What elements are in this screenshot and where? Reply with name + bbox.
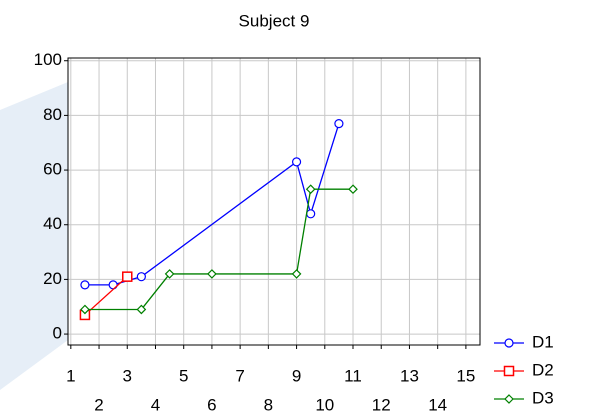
x-tick-label: 1 (66, 366, 75, 385)
marker (306, 209, 316, 219)
x-tick-label: 2 (94, 395, 103, 414)
marker (122, 271, 133, 282)
x-tick-label: 13 (400, 366, 419, 385)
y-tick-label: 40 (43, 214, 62, 233)
marker (80, 304, 90, 315)
marker (80, 280, 90, 290)
marker (305, 184, 316, 195)
plot-area (68, 58, 480, 345)
marker (348, 184, 358, 195)
marker (136, 272, 146, 282)
x-tick-label: 14 (428, 395, 447, 414)
chart-title: Subject 9 (239, 11, 310, 30)
series-line (84, 276, 128, 316)
y-tick-label: 20 (43, 269, 62, 288)
marker (504, 394, 514, 404)
x-tick-label: 9 (292, 366, 301, 385)
x-tick-label: 15 (456, 366, 475, 385)
legend-label: D3 (532, 388, 554, 407)
marker (503, 365, 515, 377)
y-tick-label: 80 (43, 105, 62, 124)
marker (207, 269, 217, 279)
y-tick-label: 60 (43, 160, 62, 179)
marker (504, 338, 514, 348)
y-tick-label: 0 (53, 324, 62, 343)
marker (136, 304, 147, 315)
x-tick-label: 8 (264, 395, 273, 414)
x-tick-label: 4 (151, 395, 160, 414)
x-tick-label: 11 (344, 366, 362, 385)
x-tick-label: 6 (207, 395, 216, 414)
marker (334, 118, 344, 129)
plot-border (67, 57, 481, 346)
x-tick-label: 7 (235, 366, 244, 385)
y-tick-label: 100 (34, 50, 62, 69)
marker (291, 269, 302, 279)
legend-label: D1 (532, 332, 554, 351)
x-tick-label: 5 (179, 366, 188, 385)
legend-label: D2 (532, 360, 554, 379)
series-line (84, 123, 340, 286)
marker (291, 157, 302, 167)
x-tick-label: 10 (315, 395, 334, 414)
x-tick-label: 3 (123, 366, 132, 385)
x-tick-label: 12 (372, 395, 391, 414)
background-shape (0, 82, 68, 390)
marker (164, 269, 175, 279)
